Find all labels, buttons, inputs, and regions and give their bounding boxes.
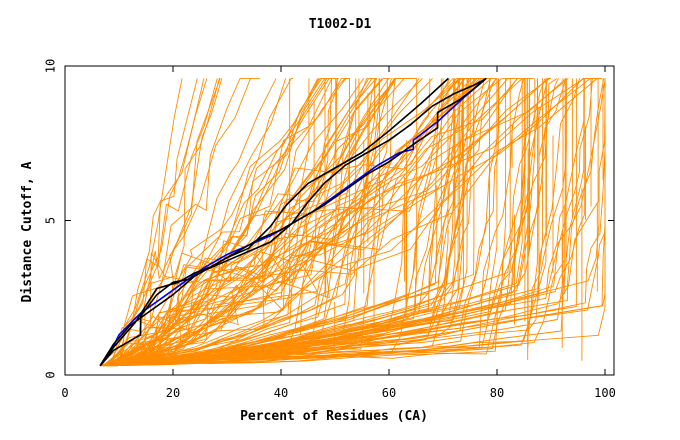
orange-model-curve bbox=[112, 78, 323, 367]
orange-model-curve bbox=[112, 78, 221, 366]
orange-model-curve bbox=[104, 77, 490, 367]
x-tick-label: 80 bbox=[490, 386, 504, 400]
orange-model-curve bbox=[113, 78, 333, 366]
orange-model-curve bbox=[113, 78, 326, 367]
y-tick-label: 10 bbox=[44, 59, 58, 73]
orange-model-curve bbox=[114, 78, 518, 367]
orange-model-curve bbox=[107, 78, 558, 367]
orange-model-curve bbox=[111, 78, 380, 367]
orange-model-curve bbox=[103, 78, 463, 367]
y-tick-label: 5 bbox=[44, 217, 58, 224]
orange-model-curve bbox=[114, 78, 525, 367]
chart-title: T1002-D1 bbox=[309, 17, 372, 32]
orange-model-curve bbox=[105, 78, 449, 367]
orange-model-curve bbox=[113, 78, 464, 367]
x-tick-label: 60 bbox=[382, 386, 396, 400]
x-tick-label: 40 bbox=[274, 386, 288, 400]
x-tick-label: 20 bbox=[166, 386, 180, 400]
orange-model-curve bbox=[109, 78, 291, 367]
orange-model-curve bbox=[111, 78, 377, 367]
orange-model-curve bbox=[99, 78, 208, 366]
x-tick-label: 100 bbox=[594, 386, 616, 400]
x-axis-label: Percent of Residues (CA) bbox=[240, 409, 428, 424]
highlight-model-curves bbox=[99, 77, 487, 367]
orange-model-curve bbox=[105, 77, 294, 367]
orange-model-curve bbox=[105, 78, 320, 367]
orange-model-curve bbox=[114, 78, 418, 367]
orange-model-curve bbox=[103, 78, 599, 367]
x-axis-ticks: 0 20 40 60 80 100 bbox=[61, 66, 616, 400]
orange-model-curve bbox=[102, 78, 598, 367]
orange-model-curve bbox=[110, 78, 539, 367]
orange-model-curve bbox=[114, 77, 492, 367]
orange-model-curve bbox=[101, 78, 218, 366]
y-axis-label: Distance Cutoff, A bbox=[20, 161, 35, 302]
series-line-black-model-1 bbox=[99, 77, 487, 367]
series-line-black-model-2 bbox=[99, 77, 487, 367]
y-axis-ticks: 0 5 10 bbox=[44, 59, 614, 379]
orange-model-curve bbox=[111, 78, 577, 367]
orange-model-curves bbox=[99, 77, 606, 367]
y-tick-label: 0 bbox=[44, 371, 58, 378]
series-line-black-model-3 bbox=[99, 77, 449, 367]
orange-model-curve bbox=[109, 78, 569, 367]
orange-model-curve bbox=[101, 78, 365, 367]
orange-model-curve bbox=[114, 78, 420, 367]
orange-model-curve bbox=[112, 78, 567, 367]
x-tick-label: 0 bbox=[61, 386, 68, 400]
orange-model-curve bbox=[104, 78, 405, 367]
orange-model-curve bbox=[112, 77, 339, 367]
orange-model-curve bbox=[107, 78, 373, 366]
orange-model-curve bbox=[110, 77, 334, 367]
orange-model-curve bbox=[108, 77, 472, 367]
